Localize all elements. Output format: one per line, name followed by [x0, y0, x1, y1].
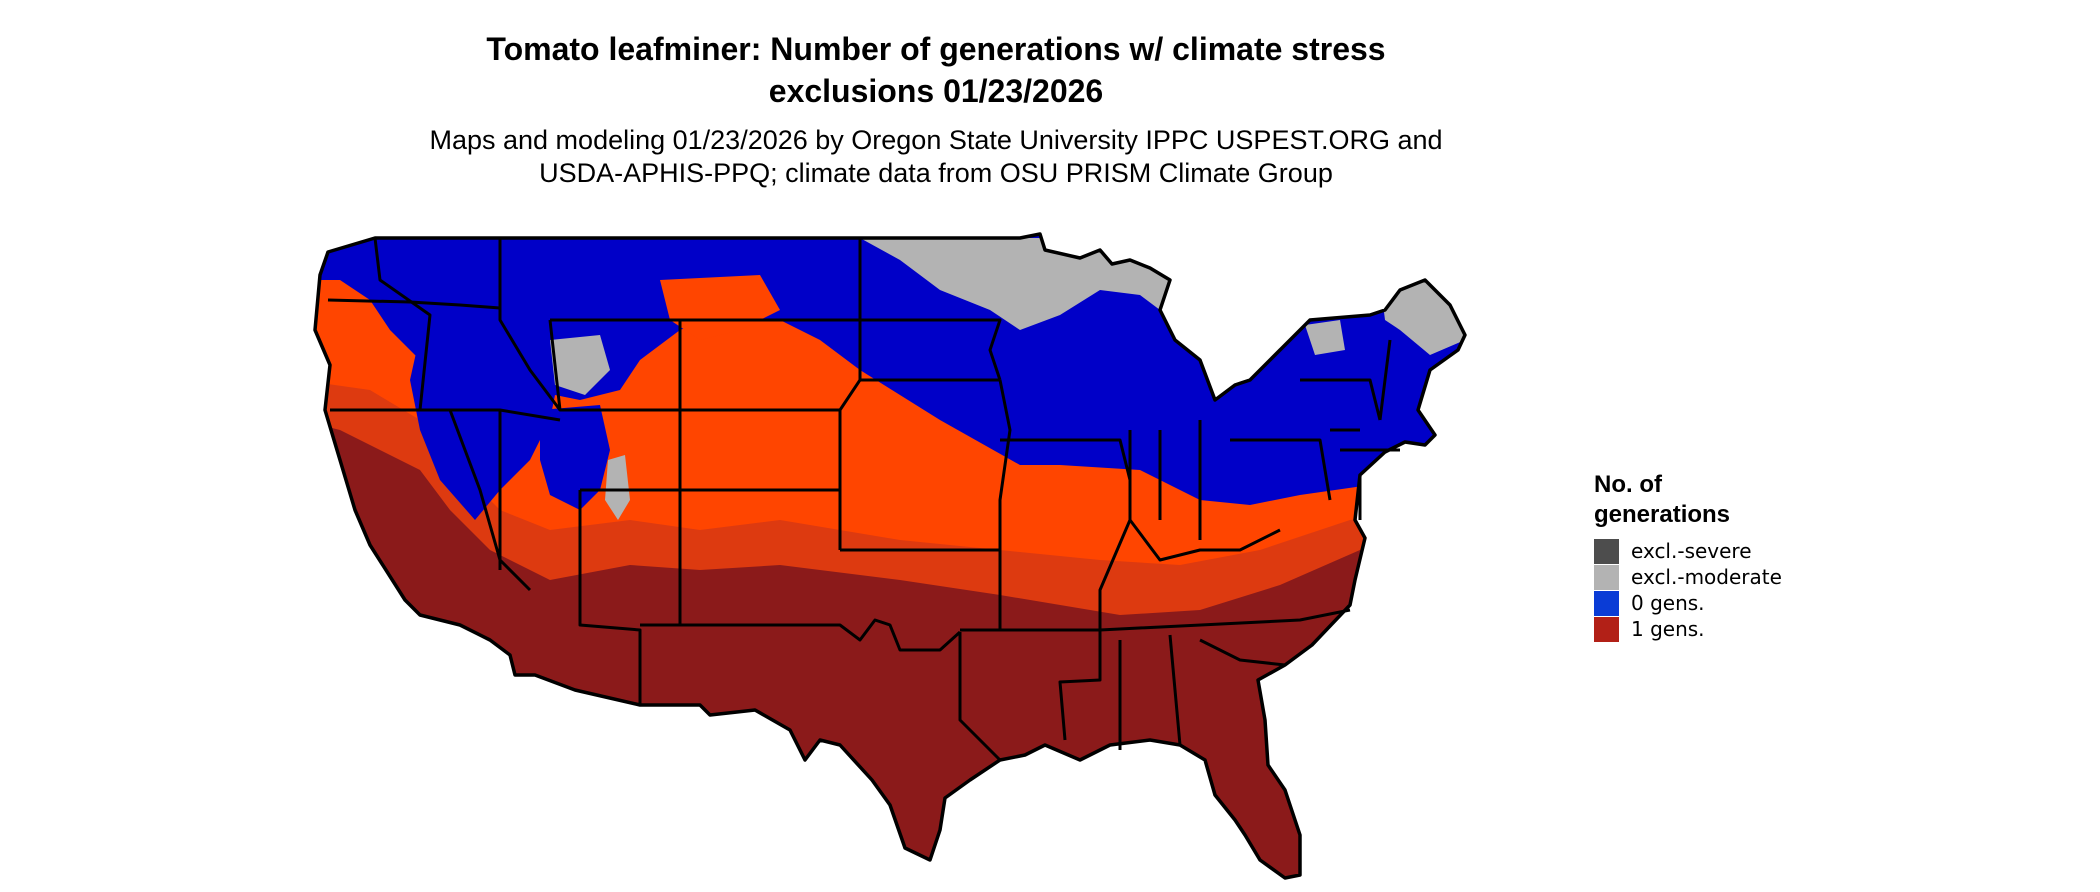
- map-subtitle-line-2: USDA-APHIS-PPQ; climate data from OSU PR…: [539, 158, 1333, 188]
- legend-item-0-gens: 0 gens.: [1594, 590, 1894, 616]
- map-title-line-1: Tomato leafminer: Number of generations …: [486, 31, 1386, 67]
- legend-label-excl-moderate: excl.-moderate: [1631, 565, 1782, 589]
- legend-item-excl-severe: excl.-severe: [1594, 538, 1894, 564]
- state-boundaries: [313, 232, 1467, 880]
- legend: No. of generations excl.-severe excl.-mo…: [1594, 470, 1894, 642]
- us-generations-map: [313, 232, 1467, 880]
- zone-0-gens-great-basin: [410, 330, 560, 520]
- legend-label-0-gens: 0 gens.: [1631, 591, 1705, 615]
- map-subtitle: Maps and modeling 01/23/2026 by Oregon S…: [0, 124, 1872, 190]
- map-subtitle-line-1: Maps and modeling 01/23/2026 by Oregon S…: [429, 125, 1443, 155]
- zone-1-gens-montana-plains: [660, 275, 780, 340]
- map-title-line-2: exclusions 01/23/2026: [768, 73, 1104, 109]
- legend-swatch-excl-severe: [1594, 538, 1619, 564]
- zone-excl-moderate-upper-midwest: [860, 238, 1180, 330]
- legend-swatch-1-gens: [1594, 616, 1619, 642]
- zone-0-gens-southern-rockies: [540, 405, 610, 510]
- zone-excl-moderate-colorado: [605, 455, 630, 520]
- zone-excl-moderate-wyoming: [550, 335, 610, 395]
- legend-item-excl-moderate: excl.-moderate: [1594, 564, 1894, 590]
- legend-label-excl-severe: excl.-severe: [1631, 539, 1752, 563]
- legend-title-line-2: generations: [1594, 501, 1731, 528]
- legend-item-1-gens: 1 gens.: [1594, 616, 1894, 642]
- legend-swatch-excl-moderate: [1594, 564, 1619, 590]
- legend-title: No. of generations: [1594, 470, 1894, 530]
- legend-label-1-gens: 1 gens.: [1631, 617, 1705, 641]
- legend-title-line-1: No. of: [1594, 471, 1662, 498]
- legend-swatch-0-gens: [1594, 590, 1619, 616]
- zone-excl-moderate-adirondacks: [1305, 320, 1345, 355]
- map-title: Tomato leafminer: Number of generations …: [0, 28, 1872, 112]
